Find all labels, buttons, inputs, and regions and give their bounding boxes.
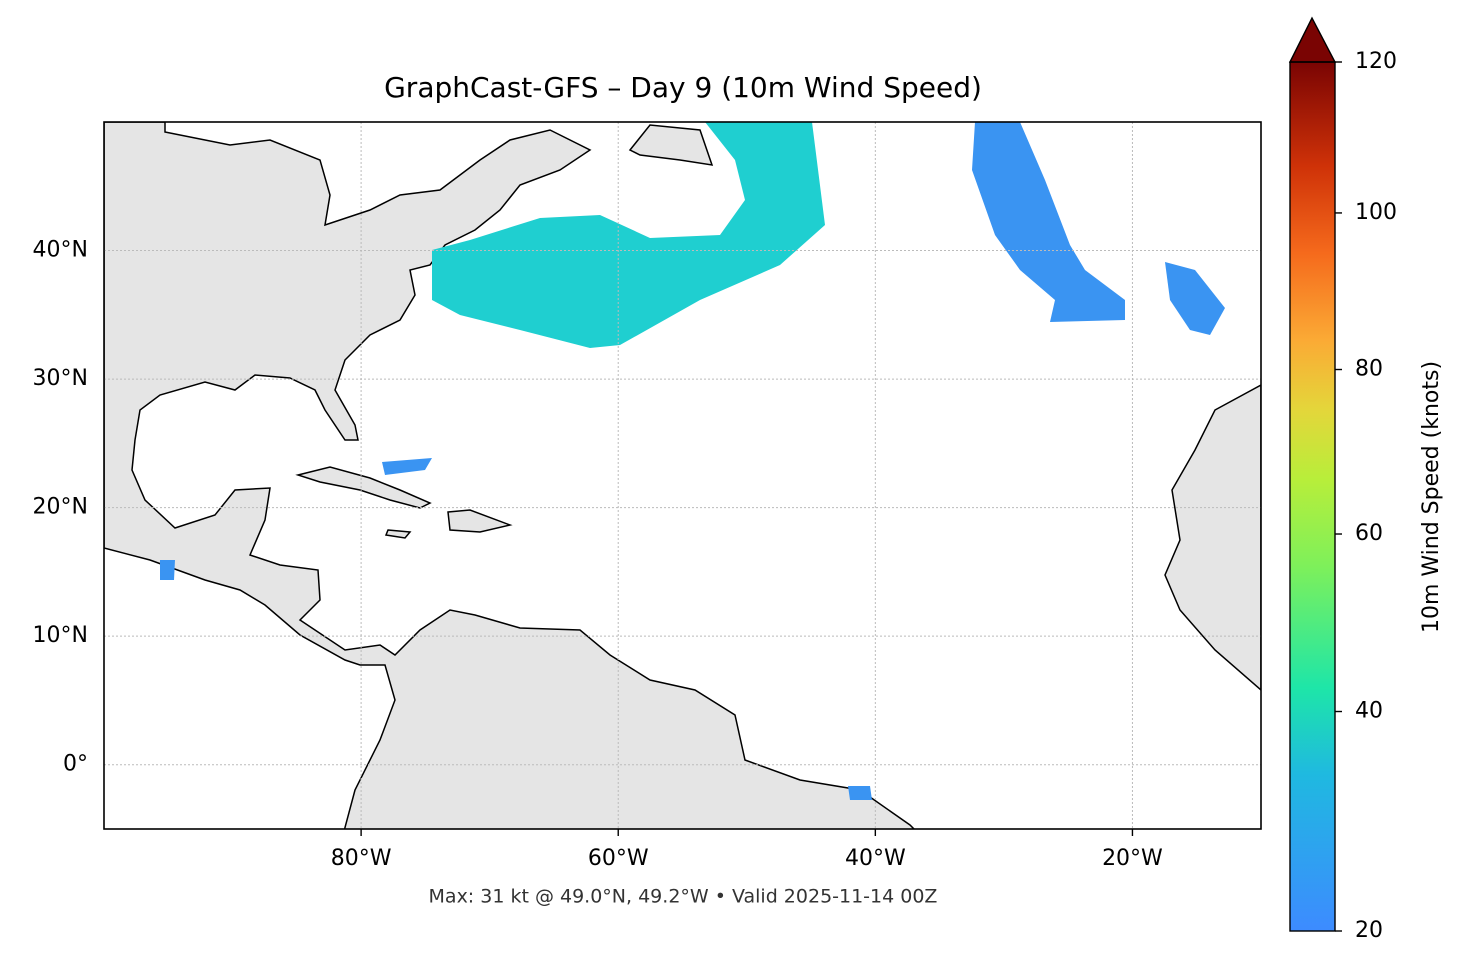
- colorbar-frame: [1289, 61, 1336, 932]
- land: [1164, 384, 1261, 691]
- colorbar-tick-label: 60: [1355, 521, 1383, 546]
- colorbar-extend: [1288, 16, 1337, 63]
- colorbar-tick-label: 80: [1355, 357, 1383, 382]
- x-tick-label: 80°W: [331, 846, 392, 871]
- land: [384, 529, 412, 539]
- y-tick-label: 40°N: [33, 238, 88, 263]
- footer-note: Max: 31 kt @ 49.0°N, 49.2°W • Valid 2025…: [429, 886, 938, 908]
- map-frame: [103, 121, 1262, 830]
- colorbar-tick-label: 120: [1355, 49, 1397, 74]
- wind-field: [1165, 262, 1225, 335]
- land: [295, 466, 432, 509]
- land: [104, 122, 916, 829]
- wind-field: [432, 122, 825, 348]
- chart-title: GraphCast-GFS – Day 9 (10m Wind Speed): [384, 71, 982, 104]
- land: [447, 509, 513, 533]
- colorbar-tick-label: 40: [1355, 699, 1383, 724]
- land: [628, 124, 714, 166]
- y-tick-label: 0°: [63, 752, 88, 777]
- colorbar-tick-label: 100: [1355, 200, 1397, 225]
- x-tick-label: 20°W: [1102, 846, 1163, 871]
- colorbar-label: 10m Wind Speed (knots): [1419, 361, 1444, 633]
- y-tick-label: 30°N: [33, 366, 88, 391]
- map: [104, 122, 1261, 829]
- x-tick-label: 40°W: [845, 846, 906, 871]
- grid: [104, 122, 1261, 829]
- y-tick-label: 20°N: [33, 495, 88, 520]
- colorbar: [1290, 62, 1335, 931]
- y-tick-label: 10°N: [33, 623, 88, 648]
- colorbar-tick-label: 20: [1355, 918, 1383, 943]
- x-tick-label: 60°W: [588, 846, 649, 871]
- wind-field: [972, 122, 1125, 322]
